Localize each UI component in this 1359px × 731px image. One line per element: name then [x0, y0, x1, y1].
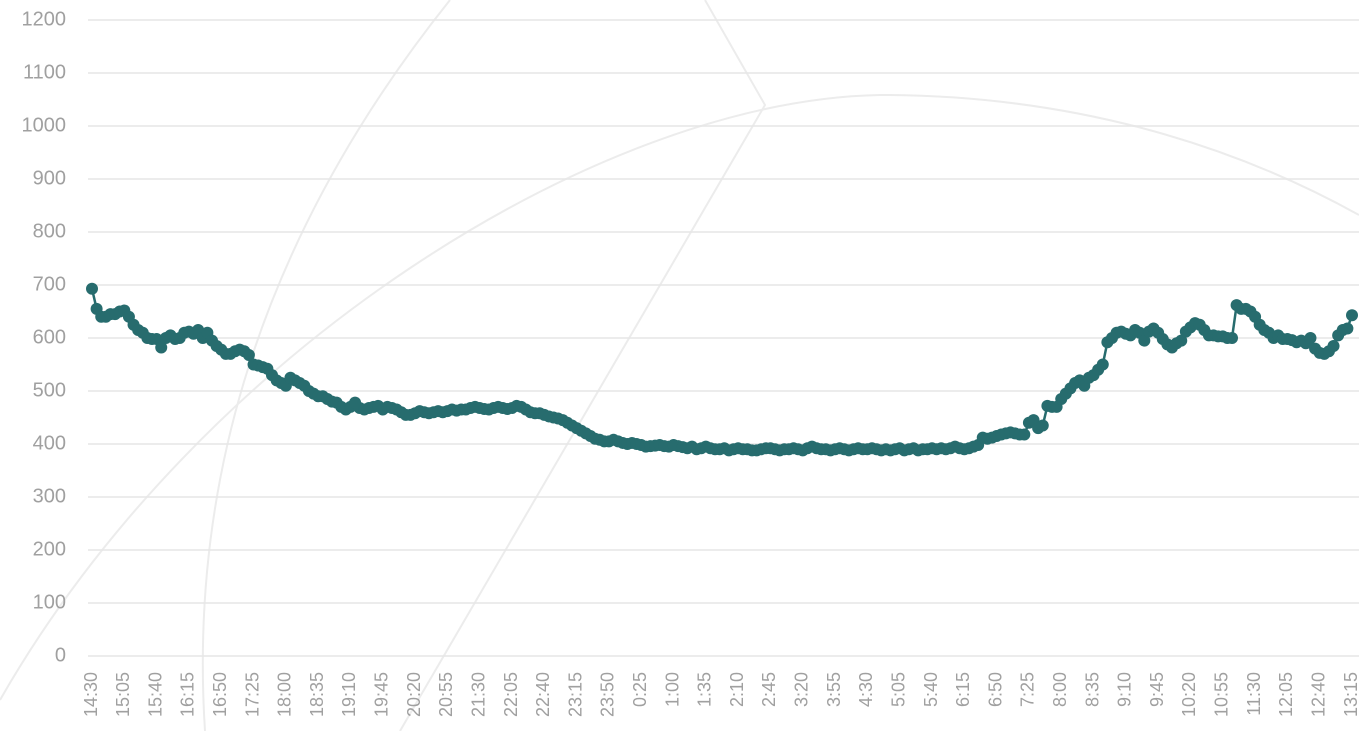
x-tick-label: 23:15 — [565, 672, 585, 717]
x-tick-label: 2:45 — [759, 672, 779, 707]
plot — [86, 282, 1358, 457]
x-tick-label: 18:00 — [275, 672, 295, 717]
x-tick-label: 20:20 — [404, 672, 424, 717]
x-tick-label: 22:40 — [533, 672, 553, 717]
x-tick-label: 19:45 — [372, 672, 392, 717]
y-tick-label: 500 — [33, 379, 66, 401]
x-tick-label: 14:30 — [81, 672, 101, 717]
x-tick-label: 10:20 — [1179, 672, 1199, 717]
data-point — [1175, 334, 1188, 347]
x-tick-label: 1:35 — [695, 672, 715, 707]
y-tick-label: 900 — [33, 167, 66, 189]
x-tick-label: 13:15 — [1341, 672, 1359, 717]
y-tick-label: 100 — [33, 591, 66, 613]
data-point — [1138, 334, 1151, 347]
data-point — [242, 348, 255, 361]
data-point — [1346, 309, 1358, 322]
data-point — [1226, 332, 1238, 344]
x-tick-label: 15:05 — [113, 672, 133, 717]
y-tick-label: 300 — [33, 485, 66, 507]
series-line — [90, 288, 1354, 452]
x-tick-label: 15:40 — [145, 672, 165, 717]
x-tick-label: 8:00 — [1050, 672, 1070, 707]
x-tick-label: 5:05 — [888, 672, 908, 707]
y-tick-label: 200 — [33, 538, 66, 560]
data-point — [1304, 332, 1317, 344]
x-tick-label: 1:00 — [662, 672, 682, 707]
grid: 0 100 200 300 400 500 600 700 800 900 1000 1100 1200… — [22, 8, 1359, 717]
x-tick-label: 2:10 — [727, 672, 747, 707]
x-tick-label: 5:40 — [921, 672, 941, 707]
y-tick-label: 400 — [33, 432, 66, 454]
x-tick-label: 3:20 — [792, 672, 812, 707]
x-tick-label: 20:55 — [436, 672, 456, 717]
data-point — [1036, 419, 1049, 432]
x-tick-label: 9:10 — [1115, 672, 1135, 707]
x-tick-label: 12:05 — [1276, 672, 1296, 717]
x-tick-label: 9:45 — [1147, 672, 1167, 707]
x-tick-label: 23:50 — [598, 672, 618, 717]
x-tick-label: 0:25 — [630, 672, 650, 707]
data-point — [1327, 339, 1340, 352]
x-tick-label: 12:40 — [1308, 672, 1328, 717]
x-tick-label: 6:15 — [953, 672, 973, 707]
data-point — [155, 341, 168, 354]
data-point — [86, 282, 98, 295]
x-tick-label: 22:05 — [501, 672, 521, 717]
x-tick-label: 3:55 — [824, 672, 844, 707]
data-point — [1018, 428, 1031, 441]
y-tick-label: 1200 — [22, 8, 67, 30]
data-point — [1096, 358, 1109, 371]
x-tick-label: 16:50 — [210, 672, 230, 717]
x-tick-label: 17:25 — [242, 672, 262, 717]
data-point — [1341, 322, 1354, 335]
y-tick-label: 1000 — [22, 114, 67, 136]
y-tick-label: 600 — [33, 326, 66, 348]
x-tick-label: 11:30 — [1244, 672, 1264, 716]
x-tick-label: 21:30 — [468, 672, 488, 717]
x-tick-label: 7:25 — [1018, 672, 1038, 707]
x-tick-label: 10:55 — [1212, 672, 1232, 717]
x-tick-label: 19:10 — [339, 672, 359, 717]
x-tick-label: 4:30 — [856, 672, 876, 707]
y-tick-label: 700 — [33, 273, 66, 295]
x-tick-label: 16:15 — [178, 672, 198, 717]
x-tick-label: 18:35 — [307, 672, 327, 717]
x-tick-label: 6:50 — [985, 672, 1005, 707]
y-tick-label: 800 — [33, 220, 66, 242]
y-tick-label: 0 — [55, 644, 66, 666]
y-tick-label: 1100 — [23, 61, 66, 83]
x-tick-label: 8:35 — [1082, 672, 1102, 707]
